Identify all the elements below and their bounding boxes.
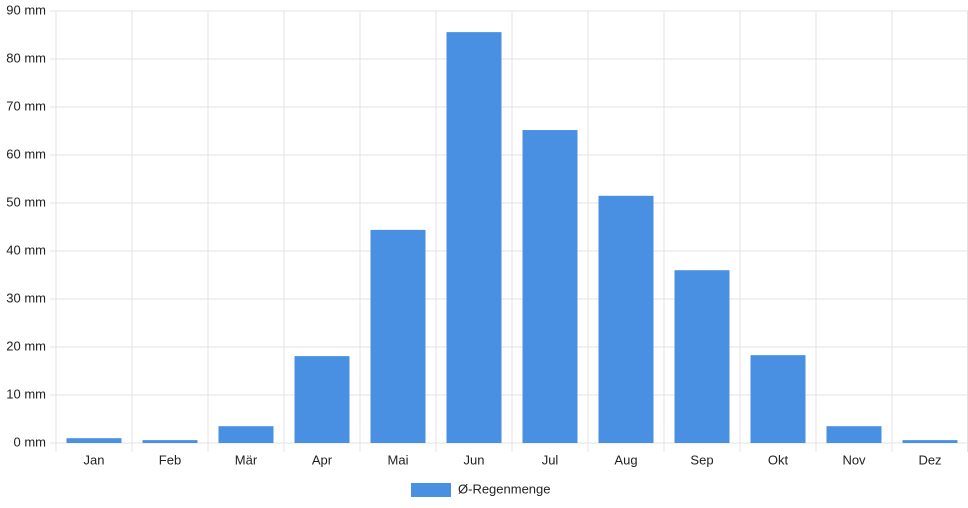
y-tick-label: 80 mm (6, 50, 46, 65)
y-tick-label: 10 mm (6, 386, 46, 401)
x-tick-label: Nov (842, 452, 866, 467)
y-tick-label: 40 mm (6, 242, 46, 257)
x-tick-label: Mär (235, 452, 258, 467)
bar (294, 356, 350, 443)
x-tick-label: Feb (159, 452, 181, 467)
bar (902, 440, 958, 443)
y-tick-label: 60 mm (6, 146, 46, 161)
x-tick-label: Jun (464, 452, 485, 467)
y-tick-label: 0 mm (14, 434, 47, 449)
bar (218, 426, 274, 443)
x-tick-label: Jul (542, 452, 559, 467)
x-tick-label: Okt (768, 452, 789, 467)
y-tick-label: 30 mm (6, 290, 46, 305)
bar (674, 270, 730, 443)
bar (142, 440, 198, 443)
bar (598, 195, 654, 443)
x-tick-label: Sep (690, 452, 713, 467)
bar (66, 438, 122, 443)
x-tick-label: Mai (388, 452, 409, 467)
x-tick-label: Apr (312, 452, 333, 467)
legend-swatch (411, 483, 451, 497)
y-tick-label: 70 mm (6, 98, 46, 113)
y-tick-label: 50 mm (6, 194, 46, 209)
legend-label: Ø-Regenmenge (458, 481, 551, 496)
bar (522, 130, 578, 444)
x-tick-label: Dez (918, 452, 941, 467)
y-tick-label: 20 mm (6, 338, 46, 353)
x-tick-label: Jan (84, 452, 105, 467)
bar (370, 229, 426, 443)
bar (750, 355, 806, 443)
bar (826, 426, 882, 443)
x-tick-label: Aug (614, 452, 637, 467)
bar (446, 32, 502, 444)
y-tick-label: 90 mm (6, 2, 46, 17)
